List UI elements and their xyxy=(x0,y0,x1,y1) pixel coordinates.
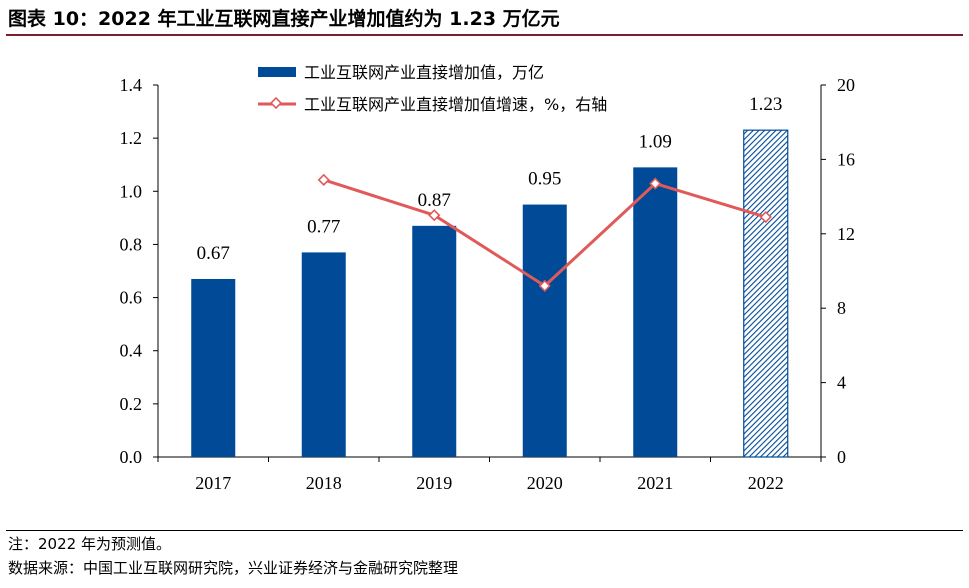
bar xyxy=(301,252,346,457)
x-tick-label: 2020 xyxy=(527,473,563,493)
y-right-tick-label: 16 xyxy=(837,149,855,169)
bar-value-label: 0.67 xyxy=(197,243,230,264)
y-left-tick-label: 0.2 xyxy=(120,394,143,414)
data-labels: 0.67 0.77 0.87 0.95 1.09 1.23 xyxy=(197,94,783,264)
y-right-tick-label: 12 xyxy=(837,224,855,244)
legend: 工业互联网产业直接增加值，万亿 工业互联网产业直接增加值增速，%，右轴 xyxy=(258,63,607,114)
y-left-tick-label: 1.4 xyxy=(120,75,143,95)
growth-point-marker xyxy=(428,209,441,222)
title-rule xyxy=(6,34,963,36)
bar-forecast xyxy=(743,129,789,458)
bar xyxy=(191,278,236,457)
bar-value-label: 0.87 xyxy=(418,190,451,211)
forecast-note: 注：2022 年为预测值。 xyxy=(8,535,171,553)
bar xyxy=(633,167,678,457)
bar-value-label: 1.23 xyxy=(749,94,782,115)
y-right-tick-label: 0 xyxy=(837,447,846,467)
x-tick-label: 2017 xyxy=(195,473,231,493)
growth-point-marker xyxy=(649,177,662,190)
bar xyxy=(522,204,567,457)
legend-line-label: 工业互联网产业直接增加值增速，%，右轴 xyxy=(304,95,607,114)
growth-line xyxy=(317,173,772,292)
legend-bar-label: 工业互联网产业直接增加值，万亿 xyxy=(304,63,544,82)
growth-point-marker xyxy=(538,279,551,292)
y-right-tick-label: 20 xyxy=(837,75,855,95)
source-note: 数据来源：中国工业互联网研究院，兴业证券经济与金融研究院整理 xyxy=(8,559,459,577)
bar-value-label: 0.77 xyxy=(307,216,340,237)
y-left-tick-label: 0.8 xyxy=(120,234,143,254)
x-tick-label: 2021 xyxy=(637,473,673,493)
y-right-tick-label: 8 xyxy=(837,298,846,318)
bar-value-label: 1.09 xyxy=(639,131,672,152)
combo-chart: 0.0 0.2 0.4 0.6 0.8 1.0 1.2 1.4 0 4 8 12 16 20 2017 201… xyxy=(120,63,856,493)
y-left-tick-label: 1.2 xyxy=(120,128,143,148)
y-left-tick-label: 0.6 xyxy=(120,288,143,308)
chart-title: 图表 10：2022 年工业互联网直接产业增加值约为 1.23 万亿元 xyxy=(8,8,560,30)
y-right-tick-label: 4 xyxy=(837,373,846,393)
bars xyxy=(191,129,789,458)
legend-bar-swatch xyxy=(258,67,296,77)
x-tick-label: 2018 xyxy=(306,473,342,493)
y-left-tick-label: 0.4 xyxy=(120,341,143,361)
bar xyxy=(412,225,457,457)
footer-rule xyxy=(6,530,963,531)
axes: 0.0 0.2 0.4 0.6 0.8 1.0 1.2 1.4 0 4 8 12 16 20 2017 201… xyxy=(120,75,856,493)
legend-line-marker xyxy=(269,96,283,110)
y-left-tick-label: 0.0 xyxy=(120,447,143,467)
x-tick-label: 2022 xyxy=(748,473,784,493)
x-tick-label: 2019 xyxy=(416,473,452,493)
bar-value-label: 0.95 xyxy=(528,169,561,190)
y-left-tick-label: 1.0 xyxy=(120,181,143,201)
growth-point-marker xyxy=(317,173,330,186)
growth-point-marker xyxy=(759,210,772,224)
